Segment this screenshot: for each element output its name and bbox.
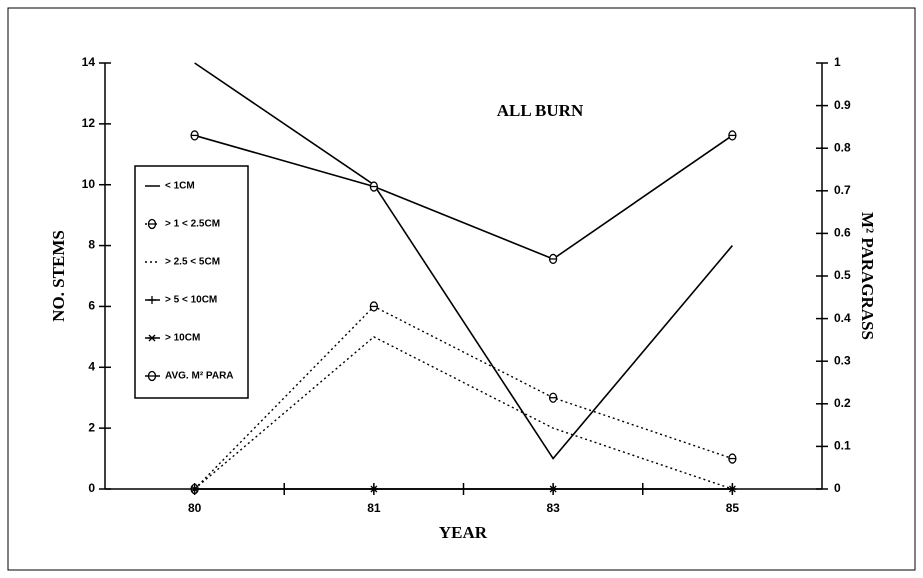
series-line xyxy=(194,134,733,260)
legend-label: > 10CM xyxy=(165,333,200,344)
marker-star xyxy=(728,485,737,493)
y2-tick-label: 0.7 xyxy=(834,183,851,197)
y-tick-label: 8 xyxy=(88,238,95,252)
marker-star xyxy=(549,485,558,493)
y2-tick-label: 1 xyxy=(834,55,841,69)
y-tick-label: 0 xyxy=(88,481,95,495)
x-axis-label: YEAR xyxy=(439,523,488,542)
y-tick-label: 6 xyxy=(88,299,95,313)
legend-box xyxy=(134,165,249,399)
series-line xyxy=(194,305,733,490)
chart-title: ALL BURN xyxy=(497,101,584,120)
marker-plus xyxy=(148,296,156,304)
marker-theta xyxy=(548,253,558,265)
legend-label: > 5 < 10CM xyxy=(165,295,217,306)
marker-theta xyxy=(190,130,199,141)
x-tick-label: 80 xyxy=(188,501,202,515)
y2-tick-label: 0.8 xyxy=(834,140,851,154)
y-tick-label: 4 xyxy=(88,359,95,373)
series-line xyxy=(194,336,733,490)
marker-theta xyxy=(147,218,157,230)
marker-star xyxy=(369,485,378,493)
marker-theta xyxy=(728,453,737,464)
marker-theta xyxy=(369,181,379,192)
y2-tick-label: 0.9 xyxy=(834,98,851,112)
legend-label: AVG. M² PARA xyxy=(165,371,234,382)
y-tick-label: 2 xyxy=(88,420,95,434)
x-tick-label: 83 xyxy=(546,501,560,515)
legend-label: > 1 < 2.5CM xyxy=(165,219,220,230)
marker-theta xyxy=(369,301,379,312)
y2-tick-label: 0.1 xyxy=(834,439,851,453)
legend-label: > 2.5 < 5CM xyxy=(165,257,220,268)
y2-tick-label: 0.4 xyxy=(834,311,851,325)
y-axis-label: NO. STEMS xyxy=(49,230,68,322)
legend-label: < 1CM xyxy=(165,181,195,192)
frame xyxy=(7,7,916,571)
y2-tick-label: 0.5 xyxy=(834,268,851,282)
y-tick-label: 12 xyxy=(82,116,96,130)
marker-theta xyxy=(728,130,737,141)
x-tick-label: 81 xyxy=(367,501,381,515)
series-line xyxy=(194,62,733,460)
y2-tick-label: 0.2 xyxy=(834,396,851,410)
marker-star xyxy=(148,334,156,342)
marker-theta xyxy=(548,392,558,403)
marker-star xyxy=(190,485,199,493)
y2-tick-label: 0.6 xyxy=(834,226,851,240)
y-tick-label: 10 xyxy=(82,177,96,191)
marker-theta xyxy=(147,370,157,382)
y-tick-label: 14 xyxy=(82,55,96,69)
y2-axis-label: M² PARAGRASS xyxy=(858,212,877,340)
y2-tick-label: 0 xyxy=(834,481,841,495)
y2-tick-label: 0.3 xyxy=(834,353,851,367)
x-tick-label: 85 xyxy=(726,501,740,515)
